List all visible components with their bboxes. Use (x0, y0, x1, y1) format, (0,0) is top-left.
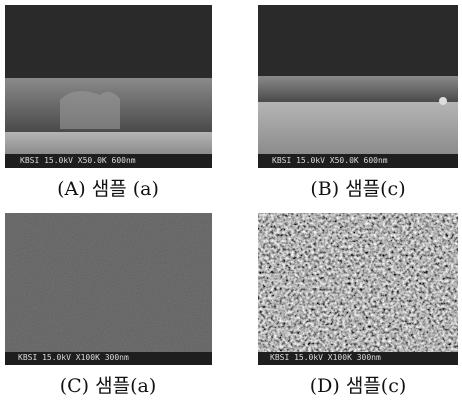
particle (439, 97, 447, 105)
info-text: KBSI 15.0kV X100K 300nm (270, 353, 381, 362)
panel-d: KBSI 15.0kV X100K 300nm (D) 샘플(c) (258, 213, 458, 397)
substrate (5, 132, 212, 154)
caption: (B) 샘플(c) (310, 178, 405, 200)
panel-c: KBSI 15.0kV X100K 300nm (C) 샘플(a) (5, 213, 212, 397)
figure: KBSI 15.0kV X50.0K 600nm (A) 샘플 (a) KBSI… (0, 0, 462, 403)
caption: (A) 샘플 (a) (57, 178, 159, 200)
substrate (258, 102, 458, 154)
panel-a: KBSI 15.0kV X50.0K 600nm (A) 샘플 (a) (5, 5, 212, 200)
grain-cluster (60, 91, 120, 129)
panel-b: KBSI 15.0kV X50.0K 600nm (B) 샘플(c) (258, 5, 458, 200)
surface-texture (5, 213, 212, 353)
caption: (C) 샘플(a) (60, 375, 157, 397)
sem-figure: KBSI 15.0kV X50.0K 600nm (A) 샘플 (a) KBSI… (0, 0, 462, 403)
info-text: KBSI 15.0kV X50.0K 600nm (272, 156, 388, 165)
film-layer (258, 76, 458, 102)
surface-texture (258, 213, 458, 353)
info-text: KBSI 15.0kV X50.0K 600nm (20, 156, 136, 165)
caption: (D) 샘플(c) (310, 375, 407, 397)
info-text: KBSI 15.0kV X100K 300nm (18, 353, 129, 362)
